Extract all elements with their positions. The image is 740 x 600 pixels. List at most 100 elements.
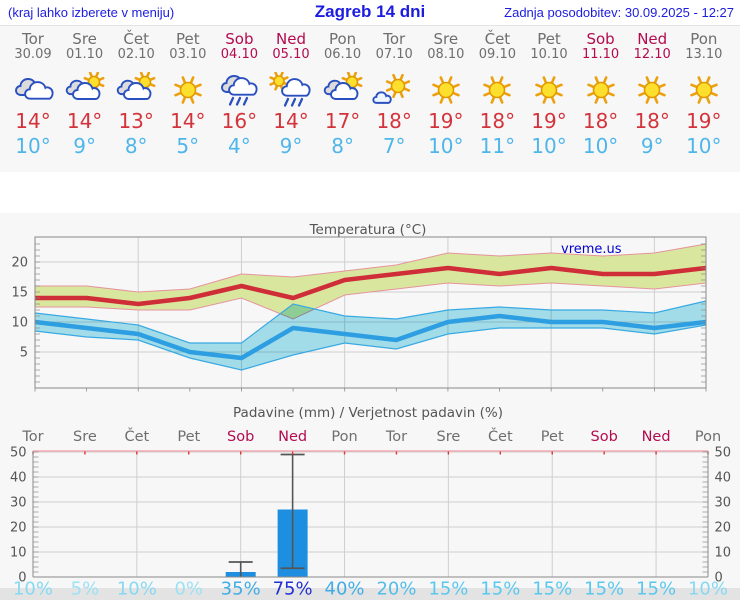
chart-day-label: Sre xyxy=(73,429,97,445)
high-temp: 13° xyxy=(118,109,154,133)
watermark-link[interactable]: vreme.us xyxy=(561,242,622,257)
precip-probability: 0% xyxy=(174,579,203,600)
day-date: 12.10 xyxy=(633,47,671,62)
low-temp: 4° xyxy=(228,134,251,158)
day-date: 09.10 xyxy=(478,47,516,62)
day-column[interactable]: Pon 06.10 17° 8° xyxy=(314,31,372,159)
svg-text:40: 40 xyxy=(10,471,27,486)
high-temp-band xyxy=(35,244,706,319)
svg-text:50: 50 xyxy=(10,446,27,461)
temp-chart-title: Temperatura (°C) xyxy=(309,222,427,238)
day-column[interactable]: Sob 04.10 16° 4° xyxy=(210,31,268,159)
svg-text:15: 15 xyxy=(11,286,28,301)
day-date: 05.10 xyxy=(272,47,310,62)
chart-day-label: Tor xyxy=(385,429,407,445)
low-temp: 7° xyxy=(382,134,406,158)
svg-text:10: 10 xyxy=(11,316,28,331)
low-temp: 9° xyxy=(279,134,303,158)
high-temp: 18° xyxy=(376,109,412,133)
chart-day-label: Tor xyxy=(21,429,43,445)
high-temp: 18° xyxy=(479,109,516,133)
day-date: 02.10 xyxy=(117,47,155,62)
last-updated: Zadnja posodobitev: 30.09.2025 - 12:27 xyxy=(504,5,734,20)
day-column[interactable]: Pon 13.10 19° 10° xyxy=(675,31,733,159)
svg-text:30: 30 xyxy=(715,496,732,511)
day-date: 04.10 xyxy=(220,47,258,62)
forecast-strip: Tor 30.09 14° 10° Sre 01.10 14° 9° Čet 02.10 13° 8°… xyxy=(0,25,740,172)
partly-sunny-icon xyxy=(314,71,372,108)
high-temp: 19° xyxy=(531,109,567,133)
precip-probability: 75% xyxy=(273,579,313,600)
partly-sunny-icon xyxy=(107,71,165,108)
day-name: Ned xyxy=(637,30,668,48)
page-title: Zagreb 14 dni xyxy=(314,2,426,21)
day-date: 07.10 xyxy=(375,47,413,62)
day-date: 10.10 xyxy=(530,47,568,62)
svg-text:10: 10 xyxy=(10,546,27,561)
high-temp-line xyxy=(35,265,707,307)
day-name: Pon xyxy=(690,30,718,48)
day-name: Čet xyxy=(123,30,149,48)
chart-day-label: Sob xyxy=(227,429,254,445)
day-column[interactable]: Tor 30.09 14° 10° xyxy=(4,31,62,159)
low-temp: 9° xyxy=(73,134,96,158)
precip-probability: 15% xyxy=(480,579,520,600)
low-temp: 10° xyxy=(531,134,567,158)
low-temp: 10° xyxy=(428,134,464,158)
precip-whisker xyxy=(228,561,253,577)
chart-day-label: Ned xyxy=(278,429,307,445)
day-column[interactable]: Sre 08.10 19° 10° xyxy=(417,31,475,159)
precip-probability: 15% xyxy=(532,579,572,600)
day-column[interactable]: Čet 02.10 13° 8° xyxy=(107,31,165,159)
day-column[interactable]: Sre 01.10 14° 9° xyxy=(56,31,114,159)
day-name: Pon xyxy=(328,30,357,48)
sunny-icon xyxy=(417,72,475,108)
day-name: Tor xyxy=(383,30,406,48)
cloudy-icon xyxy=(4,72,62,108)
day-column[interactable]: Ned 05.10 14° 9° xyxy=(262,31,320,159)
sunny-icon xyxy=(623,72,681,108)
day-column[interactable]: Pet 03.10 14° 5° xyxy=(159,31,217,159)
high-temp: 14° xyxy=(273,109,309,133)
low-temp: 10° xyxy=(15,134,51,158)
high-temp: 19° xyxy=(686,109,722,133)
day-column[interactable]: Čet 09.10 18° 11° xyxy=(468,31,526,159)
low-temp: 11° xyxy=(479,134,516,158)
precip-probability: 40% xyxy=(325,579,365,600)
day-name: Čet xyxy=(484,30,511,48)
chart-day-label: Pon xyxy=(695,429,721,445)
chart-day-label: Pet xyxy=(177,429,200,445)
svg-text:40: 40 xyxy=(715,471,732,486)
day-name: Pet xyxy=(537,30,561,48)
mostly-sunny-icon xyxy=(365,72,423,108)
chart-day-label: Pon xyxy=(331,429,357,445)
day-column[interactable]: Pet 10.10 19° 10° xyxy=(520,31,578,159)
day-name: Pet xyxy=(175,30,200,48)
sunny-icon xyxy=(572,72,630,108)
header: (kraj lahko izberete v meniju) Zagreb 14… xyxy=(0,0,740,25)
low-temp: 10° xyxy=(686,134,722,158)
svg-text:30: 30 xyxy=(10,496,27,511)
day-column[interactable]: Ned 12.10 18° 9° xyxy=(623,31,681,159)
day-column[interactable]: Tor 07.10 18° 7° xyxy=(365,31,423,159)
svg-text:5: 5 xyxy=(20,346,28,361)
high-temp: 16° xyxy=(221,109,258,133)
low-temp: 10° xyxy=(582,134,619,158)
menu-note: (kraj lahko izberete v meniju) xyxy=(8,5,175,20)
sunny-icon xyxy=(520,72,578,108)
charts-svg: Temperatura (°C) 5 10 15 20 vreme.us Padavine … xyxy=(0,213,740,600)
high-temp: 14° xyxy=(15,109,51,133)
sun-showers-icon xyxy=(262,71,320,108)
precip-probability: 35% xyxy=(221,579,261,600)
svg-text:20: 20 xyxy=(10,521,27,536)
day-date: 08.10 xyxy=(427,47,465,62)
partly-sunny-icon xyxy=(56,71,114,108)
precip-probability: 15% xyxy=(636,579,676,600)
svg-text:0: 0 xyxy=(18,571,26,586)
precip-probability: 10% xyxy=(117,579,157,600)
day-date: 06.10 xyxy=(323,47,362,62)
day-date: 03.10 xyxy=(169,47,207,62)
day-date: 01.10 xyxy=(65,47,104,62)
day-name: Sre xyxy=(433,30,459,48)
day-column[interactable]: Sob 11.10 18° 10° xyxy=(572,31,630,159)
